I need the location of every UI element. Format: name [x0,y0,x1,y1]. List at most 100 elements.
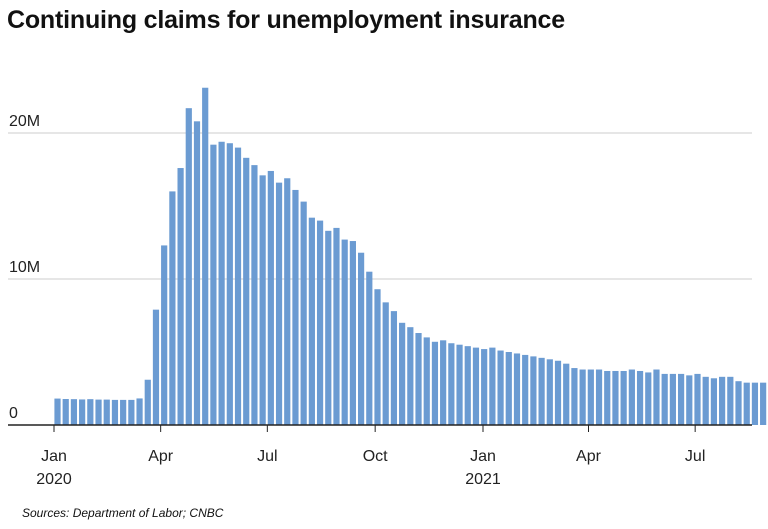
x-tick-label: Apr [576,448,602,465]
x-axis: Jan 2020 Apr Jul Oct Jan 2021 Apr Jul [8,424,752,488]
bar [546,359,553,425]
bar [226,143,233,425]
bar [210,144,217,425]
bar [267,170,274,425]
bar [653,369,660,425]
bar [530,356,537,425]
bar [399,322,406,425]
bar [144,379,151,425]
bar [686,375,693,425]
bar [300,201,307,425]
bar [185,108,192,426]
bar [349,241,356,425]
bar [448,343,455,425]
bar [702,376,709,425]
bar [710,378,718,425]
bar [669,373,676,425]
bar [152,309,160,425]
bar [325,230,332,425]
y-tick-label: 10M [9,259,40,276]
bar [177,168,184,426]
bar [366,271,373,425]
bar [275,182,283,425]
bar [760,382,767,425]
bar [259,175,266,425]
bar [251,165,258,425]
bar [579,369,586,425]
bar [661,373,668,425]
bar [341,239,348,425]
bar [415,333,422,425]
bar [587,369,594,425]
bar [497,350,504,425]
bar [563,363,570,425]
bar [308,217,315,425]
bar [120,399,127,425]
bar [571,368,578,425]
bar [292,189,299,425]
bar [284,178,291,425]
bar [751,382,759,425]
bar [193,121,201,425]
bar [727,376,734,425]
bar [218,141,225,425]
chart-title: Continuing claims for unemployment insur… [7,6,565,34]
bar [423,337,430,425]
bar [111,399,119,425]
bar [243,157,250,425]
bar [513,353,521,425]
bar [95,399,102,425]
x-tick-label: Apr [148,448,174,465]
bar [316,220,324,425]
bar [554,360,562,425]
bar [407,327,414,425]
bar [464,346,471,425]
bar [472,347,480,425]
bars [54,87,767,426]
bar [481,349,488,425]
bar [612,370,619,425]
bar [234,147,242,425]
bar [103,399,110,425]
bar [456,344,463,425]
bar [677,373,685,425]
bar [735,381,742,425]
bar [440,340,447,425]
bar [636,370,644,425]
bar [70,399,78,425]
bar [390,311,398,425]
bar [333,227,340,425]
bar [161,245,168,425]
bar [694,373,701,425]
bar [136,398,143,425]
bar [54,398,61,425]
bar [628,369,635,425]
x-tick-year-label: 2021 [465,471,501,488]
x-tick-year-label: 2020 [36,471,72,488]
bar [595,369,603,425]
bar [382,302,389,425]
bar [522,354,529,425]
bar [374,289,381,425]
x-tick-label: Jul [257,448,277,465]
bar [645,372,652,425]
gridlines [8,132,752,280]
bar [358,252,365,425]
bar [505,352,512,425]
x-tick-label: Oct [363,448,388,465]
x-tick-label: Jan [470,448,496,465]
y-axis-labels: 0 10M 20M [9,113,40,422]
bar [62,399,69,425]
bar [431,341,439,425]
bar [128,399,135,425]
source-note: Sources: Department of Labor; CNBC [22,506,224,520]
bar [87,399,94,425]
bar [489,347,496,425]
bar [743,382,750,425]
bar [169,191,176,425]
y-tick-label: 0 [9,405,18,422]
x-tick-label: Jul [685,448,705,465]
bar [620,370,627,425]
bar [79,399,86,425]
